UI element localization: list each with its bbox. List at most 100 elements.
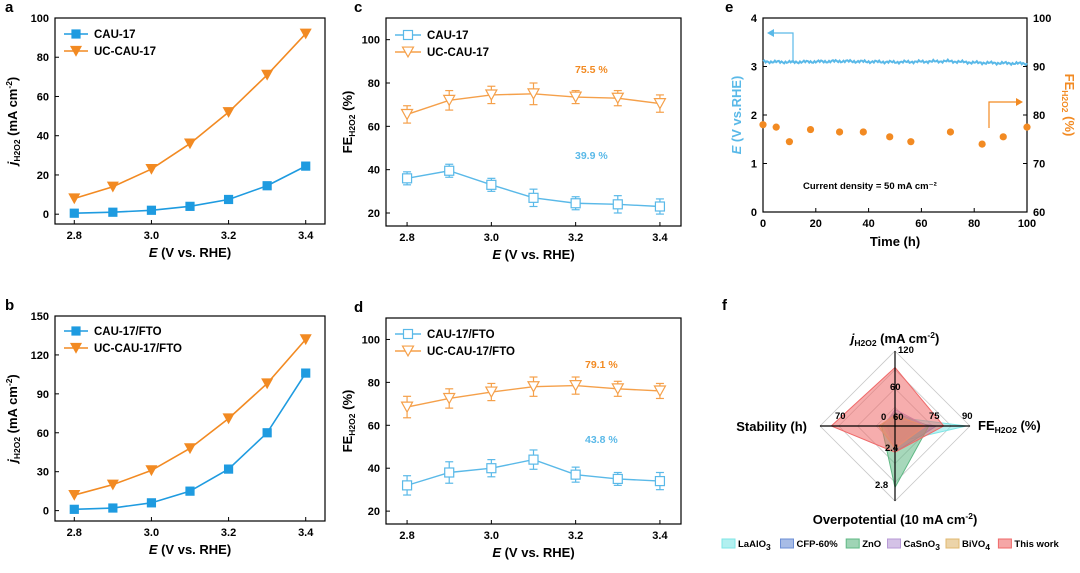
data-point xyxy=(106,181,119,193)
data-point xyxy=(528,454,539,465)
y2-tick-label: 60 xyxy=(1033,207,1045,219)
panel-letter: f xyxy=(722,297,728,314)
y-tick-label: 80 xyxy=(368,78,380,90)
x-tick-label: 3.2 xyxy=(568,232,583,244)
y-tick-label: 4 xyxy=(751,13,758,25)
x-tick-label: 3.2 xyxy=(568,530,583,542)
label-part: BiVO xyxy=(962,539,985,550)
y-tick-label: 1 xyxy=(751,159,757,171)
fe-point xyxy=(978,140,986,148)
label-part: (V vs. RHE) xyxy=(157,542,231,557)
data-point xyxy=(301,368,311,378)
data-point xyxy=(146,205,157,215)
potential-trace xyxy=(762,57,1028,67)
left-axis-arrowhead xyxy=(767,29,774,37)
data-point xyxy=(299,28,312,40)
y-tick-label: 60 xyxy=(368,121,380,133)
label-part: (%) xyxy=(1017,418,1041,433)
label-part: (%) xyxy=(340,390,355,414)
label-part: (%) xyxy=(340,91,355,115)
radar-axis-label-j: jH2O2 (mA cm-2) xyxy=(849,330,940,348)
label-part: (V vs. RHE) xyxy=(157,245,231,260)
fe-point xyxy=(999,133,1007,141)
label-part: 4 xyxy=(985,542,990,552)
label-part: E xyxy=(149,542,158,557)
data-point xyxy=(400,401,414,414)
label-part: E xyxy=(492,545,501,560)
panel-e: e 0 20 40 60 80 100 0 1 2 3 4 60 70 80 90 100 Time (h) E (… xyxy=(725,0,1077,249)
data-point xyxy=(68,193,81,205)
label-part: CFP-60% xyxy=(797,539,839,550)
y2-tick-label: 70 xyxy=(1033,159,1045,171)
label-part: E xyxy=(492,247,501,262)
label-part: ) xyxy=(5,374,20,378)
data-point xyxy=(262,428,272,438)
data-point xyxy=(222,107,235,118)
label-part: This work xyxy=(1014,539,1059,550)
radar-tick: 2.4 xyxy=(885,443,899,454)
data-point xyxy=(653,385,667,398)
legend-label: UC-CAU-17 xyxy=(427,47,489,59)
x-tick-label: 60 xyxy=(915,218,927,230)
label-part: -2 xyxy=(4,81,14,89)
fe-point xyxy=(759,121,767,129)
data-point xyxy=(484,89,498,102)
y2-axis-label: FEH2O2 (%) xyxy=(1060,74,1077,137)
data-point xyxy=(299,334,312,346)
radar-series xyxy=(830,366,945,453)
legend-label: CFP-60% xyxy=(797,539,839,550)
fe-point xyxy=(946,128,955,136)
legend-swatch xyxy=(887,538,901,549)
y-tick-label: 2 xyxy=(751,110,757,122)
data-point xyxy=(183,138,197,150)
data-point xyxy=(444,467,455,478)
data-point xyxy=(400,108,414,121)
legend-marker xyxy=(401,46,415,59)
data-point xyxy=(612,199,623,210)
y-tick-label: 30 xyxy=(37,467,49,479)
data-point xyxy=(108,503,118,513)
x-tick-label: 2.8 xyxy=(399,530,414,542)
legend-swatch xyxy=(845,538,860,549)
data-point xyxy=(146,498,157,508)
data-point xyxy=(301,161,311,171)
fe-point xyxy=(1023,123,1031,131)
radar-tick: 120 xyxy=(898,345,914,356)
x-tick-label: 3.0 xyxy=(144,230,159,242)
series-line xyxy=(74,338,307,496)
y-tick-label: 80 xyxy=(37,52,49,64)
data-point xyxy=(185,486,195,496)
data-point xyxy=(68,489,81,501)
y-tick-label: 0 xyxy=(43,209,49,221)
x-tick-label: 3.4 xyxy=(652,232,668,244)
legend-label: CaSnO3 xyxy=(904,539,941,552)
data-point xyxy=(526,381,541,393)
current-density-annotation: Current density = 50 mA cm⁻² xyxy=(803,181,937,192)
panel-d: d 2.8 3.0 3.2 3.4 20 40 60 80 100 E (V vs. RHE) FEH… xyxy=(340,299,682,560)
radar-tick: 70 xyxy=(835,411,846,422)
label-part: H2O2 xyxy=(995,425,1017,435)
label-part: 3 xyxy=(935,542,940,552)
right-axis-arrow xyxy=(988,101,1019,128)
fe-point xyxy=(772,123,780,131)
x-tick-label: 3.4 xyxy=(298,230,314,242)
data-point xyxy=(442,94,456,107)
label-part: H2O2 xyxy=(12,437,22,459)
data-point xyxy=(69,504,79,514)
label-part: -2 xyxy=(965,511,973,521)
y2-tick-label: 100 xyxy=(1033,13,1051,25)
panel-c: c 2.8 3.0 3.2 3.4 20 40 60 80 100 E (V vs. RHE) FEH… xyxy=(340,0,682,262)
y-tick-label: 90 xyxy=(37,389,49,401)
y-tick-label: 80 xyxy=(368,377,380,389)
panel-letter: b xyxy=(5,297,14,314)
label-part: (V vs.RHE) xyxy=(729,76,744,146)
data-point xyxy=(612,473,623,485)
label-part: ZnO xyxy=(862,539,881,550)
data-point xyxy=(528,192,539,203)
plot-frame xyxy=(385,17,682,227)
y-tick-label: 100 xyxy=(31,13,49,25)
data-point xyxy=(442,392,456,405)
y-tick-label: 20 xyxy=(368,208,380,220)
y-tick-label: 0 xyxy=(43,506,49,518)
